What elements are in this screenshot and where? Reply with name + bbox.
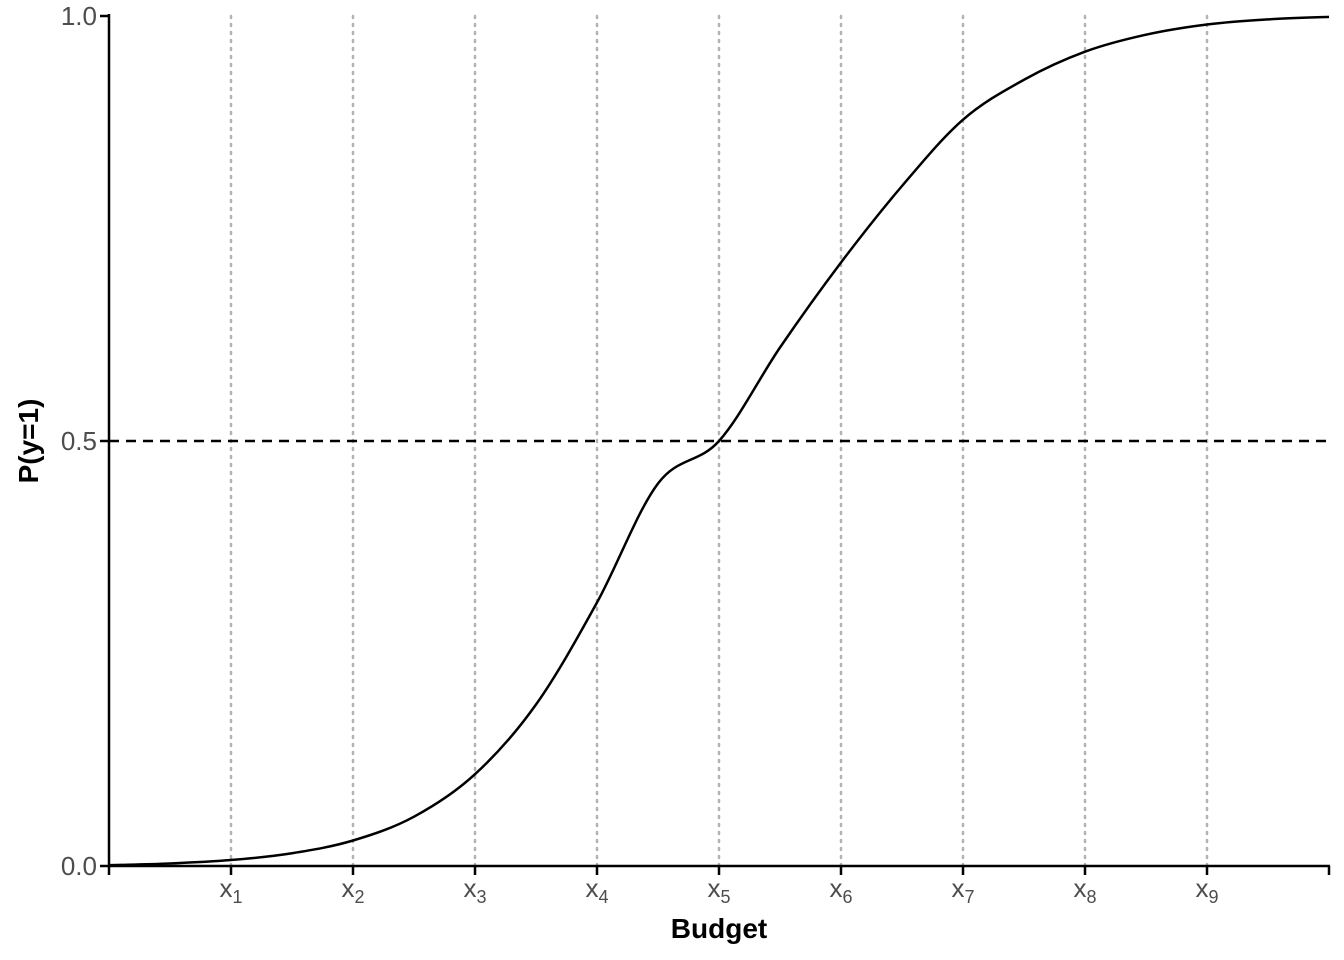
probability-curve [108, 15, 1330, 867]
y-tick-label-0.0: 0.0 [61, 851, 97, 881]
x-tick-label-6: x6 [829, 873, 852, 907]
y-tick-label-0.5: 0.5 [61, 426, 97, 456]
x-tick-label-3: x3 [463, 873, 486, 907]
x-tick-label-4: x4 [585, 873, 608, 907]
x-tick-label-8: x8 [1073, 873, 1096, 907]
x-tick-label-9: x9 [1195, 873, 1218, 907]
y-axis-ticks: 0.0 0.5 1.0 [61, 1, 109, 881]
x-tick-label-2: x2 [341, 873, 364, 907]
x-tick-label-7: x7 [951, 873, 974, 907]
x-tick-label-1: x1 [219, 873, 242, 907]
x-axis-title: Budget [671, 913, 767, 944]
y-tick-label-1.0: 1.0 [61, 1, 97, 31]
x-tick-label-5: x5 [707, 873, 730, 907]
x-axis-ticks: x1 x2 x3 x4 x5 x6 x7 x8 x9 [107, 866, 1331, 907]
y-axis-title: P(y=1) [13, 399, 44, 484]
